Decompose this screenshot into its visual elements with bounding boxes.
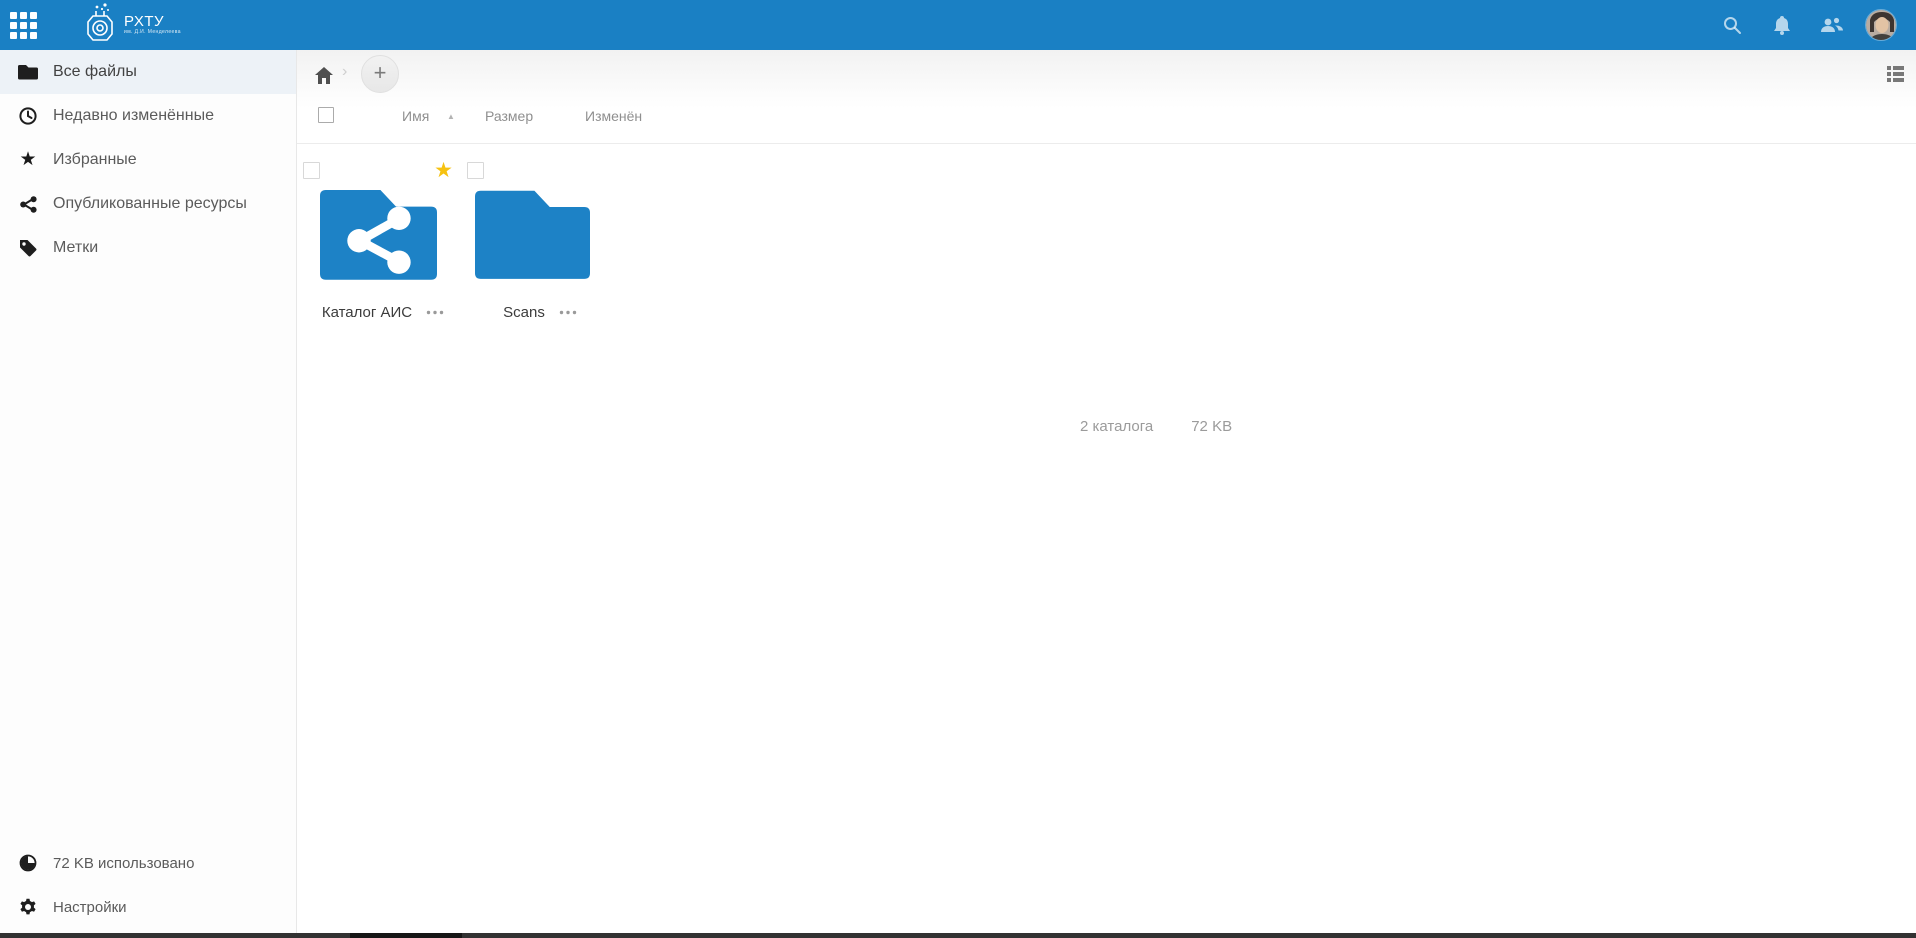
file-name: Scans: [503, 304, 545, 321]
sidebar-item-favorites[interactable]: ★ Избранные: [0, 138, 296, 182]
settings-label: Настройки: [53, 898, 127, 916]
list-view-toggle-button[interactable]: [1887, 66, 1904, 82]
folder-tile-scans[interactable]: Scans: [467, 162, 613, 321]
sidebar-item-recent[interactable]: Недавно изменённые: [0, 94, 296, 138]
file-checkbox[interactable]: [467, 162, 484, 179]
breadcrumb-separator: ›: [342, 63, 348, 80]
notifications-button[interactable]: [1757, 0, 1807, 50]
file-name: Каталог АИС: [321, 304, 413, 321]
bell-icon: [1773, 15, 1791, 35]
app-launcher-button[interactable]: [0, 0, 46, 50]
favorite-star-icon: ★: [434, 159, 453, 182]
sidebar-item-label: Метки: [53, 239, 99, 256]
sidebar-item-tags[interactable]: Метки: [0, 226, 296, 270]
column-header-name[interactable]: Имя: [402, 108, 430, 124]
quota-pie-icon: [15, 854, 41, 872]
sidebar-item-label: Недавно изменённые: [53, 107, 214, 124]
files-sidebar: Все файлы Недавно изменённые ★ Избранные: [0, 50, 297, 933]
file-label-row: Каталог АИС: [303, 304, 463, 321]
user-avatar[interactable]: [1865, 9, 1897, 41]
sidebar-item-label: Все файлы: [53, 63, 137, 80]
list-view-icon: [1887, 66, 1904, 82]
summary-folder-count: 2 каталога: [1080, 418, 1154, 435]
new-file-button[interactable]: +: [361, 55, 399, 93]
window-bottom-edge: [0, 933, 1916, 938]
shared-folder-icon: [303, 162, 463, 280]
app-logo[interactable]: РХТУ им. Д.И. Менделеева: [84, 3, 181, 47]
folder-icon: [467, 162, 613, 280]
column-header-size[interactable]: Размер: [485, 108, 534, 124]
file-grid: ★ Каталог АИС: [297, 144, 1916, 404]
filelist-header: Имя ▲ Размер Изменён: [297, 100, 1916, 144]
sidebar-item-shares[interactable]: Опубликованные ресурсы: [0, 182, 296, 226]
contacts-button[interactable]: [1807, 0, 1857, 50]
quota-indicator: 72 KB использовано: [0, 841, 296, 885]
search-button[interactable]: [1707, 0, 1757, 50]
sidebar-item-label: Опубликованные ресурсы: [53, 195, 247, 212]
tag-icon: [15, 239, 41, 257]
star-icon: ★: [19, 149, 37, 170]
header-actions: [1707, 0, 1916, 50]
flask-logo-icon: [84, 3, 120, 47]
column-header-modified[interactable]: Изменён: [585, 108, 643, 124]
summary-total-size: 72 KB: [1191, 418, 1233, 435]
logo-subtitle: им. Д.И. Менделеева: [124, 29, 181, 35]
quota-text: 72 KB использовано: [53, 854, 195, 872]
settings-button[interactable]: Настройки: [0, 885, 296, 929]
files-content-area: › + Имя ▲ Размер Изменён ★: [297, 50, 1916, 933]
breadcrumb-home-button[interactable]: [310, 61, 338, 89]
logo-title: РХТУ: [124, 13, 165, 30]
sidebar-bottom-section: 72 KB использовано Настройки: [0, 841, 296, 929]
breadcrumb-toolbar: › +: [297, 50, 1916, 100]
file-actions-menu-button[interactable]: [426, 310, 444, 315]
file-checkbox[interactable]: [303, 162, 320, 179]
sort-ascending-icon: ▲: [447, 112, 455, 121]
filelist-summary: 2 каталога 72 KB: [1080, 418, 1232, 435]
app-grid-icon: [9, 11, 37, 39]
contacts-icon: [1820, 16, 1844, 34]
home-icon: [315, 66, 333, 84]
folder-tile-katalog-ais[interactable]: ★ Каталог АИС: [303, 159, 463, 321]
folder-icon: [15, 64, 41, 80]
share-icon: [15, 195, 41, 213]
top-header-bar: РХТУ им. Д.И. Менделеева: [0, 0, 1916, 50]
sidebar-item-all-files[interactable]: Все файлы: [0, 50, 296, 94]
bottom-edge-segment: [350, 933, 462, 938]
gear-icon: [15, 898, 41, 916]
select-all-checkbox[interactable]: [318, 107, 334, 123]
sidebar-item-label: Избранные: [53, 151, 137, 168]
file-actions-menu-button[interactable]: [559, 310, 577, 315]
search-icon: [1722, 15, 1742, 35]
file-label-row: Scans: [467, 304, 613, 321]
logo-text: РХТУ им. Д.И. Менделеева: [124, 13, 181, 35]
clock-icon: [15, 107, 41, 125]
